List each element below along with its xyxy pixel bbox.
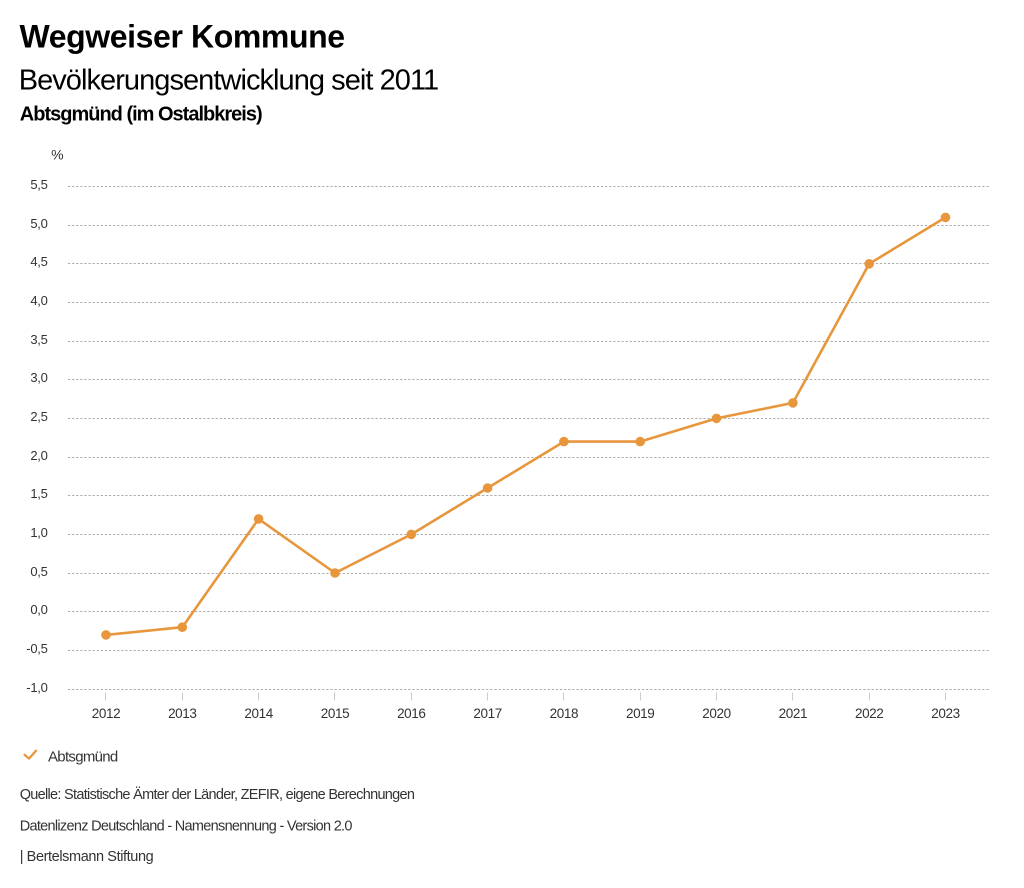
svg-text:Abtsgmünd (im Ostalbkreis): Abtsgmünd (im Ostalbkreis) <box>20 104 262 126</box>
svg-text:2020: 2020 <box>702 706 730 721</box>
svg-text:2023: 2023 <box>931 706 959 721</box>
svg-text:2016: 2016 <box>397 706 425 721</box>
svg-text:2013: 2013 <box>168 706 196 721</box>
svg-text:2014: 2014 <box>244 706 273 721</box>
svg-text:1,5: 1,5 <box>30 486 47 501</box>
svg-text:4,0: 4,0 <box>30 293 47 308</box>
svg-text:%: % <box>51 147 63 163</box>
svg-text:Wegweiser Kommune: Wegweiser Kommune <box>20 18 345 54</box>
svg-text:2022: 2022 <box>855 706 883 721</box>
svg-text:Datenlizenz Deutschland - Name: Datenlizenz Deutschland - Namensnennung … <box>20 818 353 834</box>
svg-text:3,5: 3,5 <box>30 332 47 347</box>
svg-text:2021: 2021 <box>779 706 807 721</box>
svg-text:-0,5: -0,5 <box>26 641 47 656</box>
svg-text:Quelle: Statistische Ämter der: Quelle: Statistische Ämter der Länder, Z… <box>20 786 415 803</box>
svg-text:5,5: 5,5 <box>30 177 47 192</box>
svg-text:5,0: 5,0 <box>30 216 47 231</box>
svg-text:-1,0: -1,0 <box>26 680 47 695</box>
svg-text:2018: 2018 <box>550 706 578 721</box>
svg-text:2012: 2012 <box>92 706 120 721</box>
svg-text:1,0: 1,0 <box>30 525 47 540</box>
svg-text:2019: 2019 <box>626 706 654 721</box>
svg-text:| Bertelsmann Stiftung: | Bertelsmann Stiftung <box>20 849 154 865</box>
svg-text:2017: 2017 <box>473 706 501 721</box>
svg-text:4,5: 4,5 <box>30 254 47 269</box>
svg-text:0,0: 0,0 <box>30 602 47 617</box>
svg-text:2,0: 2,0 <box>30 448 47 463</box>
svg-text:Abtsgmünd: Abtsgmünd <box>48 748 118 765</box>
svg-text:3,0: 3,0 <box>30 370 47 385</box>
svg-text:Bevölkerungsentwicklung seit 2: Bevölkerungsentwicklung seit 2011 <box>19 65 439 97</box>
svg-text:2,5: 2,5 <box>30 409 47 424</box>
svg-text:2015: 2015 <box>321 706 349 721</box>
svg-text:0,5: 0,5 <box>30 564 47 579</box>
